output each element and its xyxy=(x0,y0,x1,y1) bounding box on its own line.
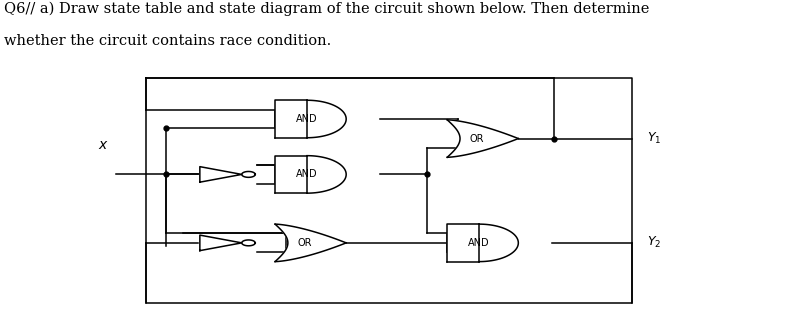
Polygon shape xyxy=(307,100,346,138)
Polygon shape xyxy=(479,224,519,261)
Text: Q6// a) Draw state table and state diagram of the circuit shown below. Then dete: Q6// a) Draw state table and state diagr… xyxy=(4,2,649,16)
Text: $Y_1$: $Y_1$ xyxy=(648,131,662,146)
Text: OR: OR xyxy=(470,134,484,143)
Text: AND: AND xyxy=(296,170,318,179)
Polygon shape xyxy=(242,171,255,177)
Polygon shape xyxy=(275,224,346,261)
Text: $Y_2$: $Y_2$ xyxy=(648,235,662,250)
Polygon shape xyxy=(200,235,242,251)
Polygon shape xyxy=(242,240,255,246)
Text: AND: AND xyxy=(468,238,490,248)
Text: $x$: $x$ xyxy=(98,138,109,152)
Polygon shape xyxy=(275,156,307,193)
Polygon shape xyxy=(447,224,479,261)
Polygon shape xyxy=(447,120,519,157)
Text: OR: OR xyxy=(297,238,312,248)
Polygon shape xyxy=(307,156,346,193)
Text: whether the circuit contains race condition.: whether the circuit contains race condit… xyxy=(4,34,331,48)
Polygon shape xyxy=(200,167,242,182)
Text: AND: AND xyxy=(296,114,318,124)
Polygon shape xyxy=(275,100,307,138)
